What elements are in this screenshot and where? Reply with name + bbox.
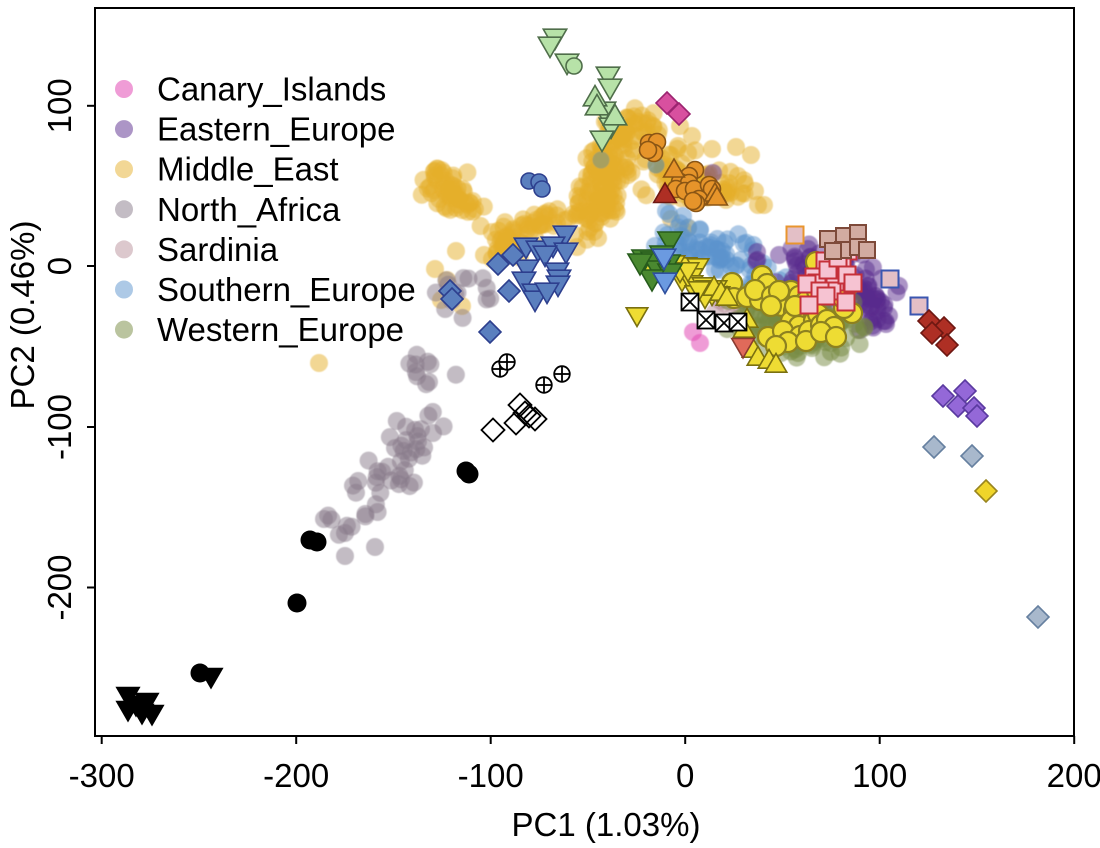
svg-text:-200: -200 xyxy=(263,757,329,794)
svg-text:Canary_Islands: Canary_Islands xyxy=(157,71,386,108)
svg-text:100: 100 xyxy=(41,78,78,133)
svg-text:100: 100 xyxy=(852,757,907,794)
svg-text:Eastern_Europe: Eastern_Europe xyxy=(157,111,396,148)
svg-text:0: 0 xyxy=(41,257,78,275)
svg-text:Southern_Europe: Southern_Europe xyxy=(157,271,416,308)
svg-text:-100: -100 xyxy=(458,757,524,794)
svg-text:Western_Europe: Western_Europe xyxy=(157,311,404,348)
svg-text:0: 0 xyxy=(676,757,694,794)
svg-text:Sardinia: Sardinia xyxy=(157,231,279,268)
svg-text:-300: -300 xyxy=(69,757,135,794)
svg-text:Middle_East: Middle_East xyxy=(157,151,339,188)
svg-text:PC2 (0.46%): PC2 (0.46%) xyxy=(4,221,41,410)
svg-text:PC1 (1.03%): PC1 (1.03%) xyxy=(512,806,701,843)
svg-text:-200: -200 xyxy=(41,554,78,620)
svg-text:200: 200 xyxy=(1047,757,1100,794)
svg-text:-100: -100 xyxy=(41,394,78,460)
svg-text:North_Africa: North_Africa xyxy=(157,191,341,228)
